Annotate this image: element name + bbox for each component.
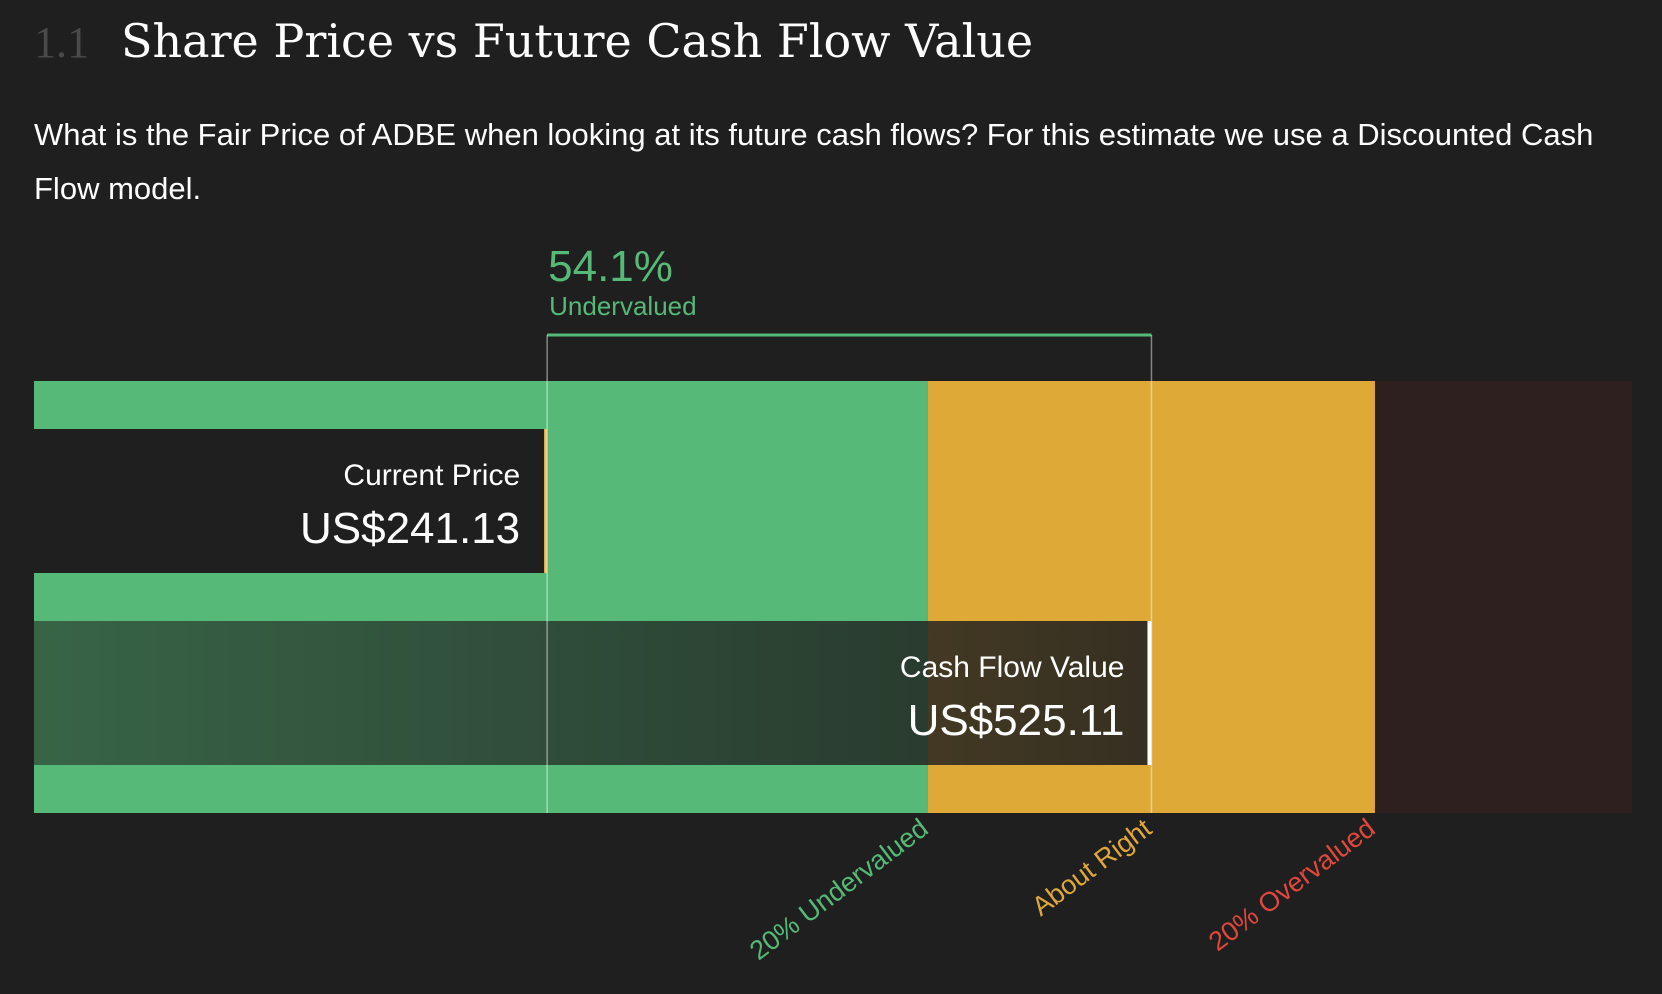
zone-label-overvalued: 20% Overvalued	[1203, 813, 1380, 957]
section-title: Share Price vs Future Cash Flow Value	[121, 14, 1034, 68]
value-bars	[34, 429, 1152, 765]
cash-flow-value-bar	[34, 621, 1152, 765]
current-price-bar	[34, 429, 548, 573]
cash-flow-value-marker	[1147, 621, 1152, 765]
zone-label-about-right: About Right	[1026, 813, 1157, 922]
section-number: 1.1	[34, 18, 89, 67]
discount-label: Undervalued	[549, 291, 696, 321]
discount-bracket	[546, 333, 1153, 813]
current-price-marker	[544, 429, 548, 573]
section-description: What is the Fair Price of ADBE when look…	[34, 117, 1594, 206]
section-header: 1.1 Share Price vs Future Cash Flow Valu…	[34, 14, 1033, 68]
cash-flow-value-value: US$525.11	[908, 696, 1125, 745]
cash-flow-value-label: Cash Flow Value	[900, 651, 1125, 684]
zone-overvalued	[1374, 381, 1632, 813]
discount-percentage: 54.1%	[548, 242, 673, 291]
current-price-value: US$241.13	[300, 504, 520, 553]
current-price-label: Current Price	[343, 459, 520, 492]
zone-label-undervalued: 20% Undervalued	[744, 813, 933, 966]
